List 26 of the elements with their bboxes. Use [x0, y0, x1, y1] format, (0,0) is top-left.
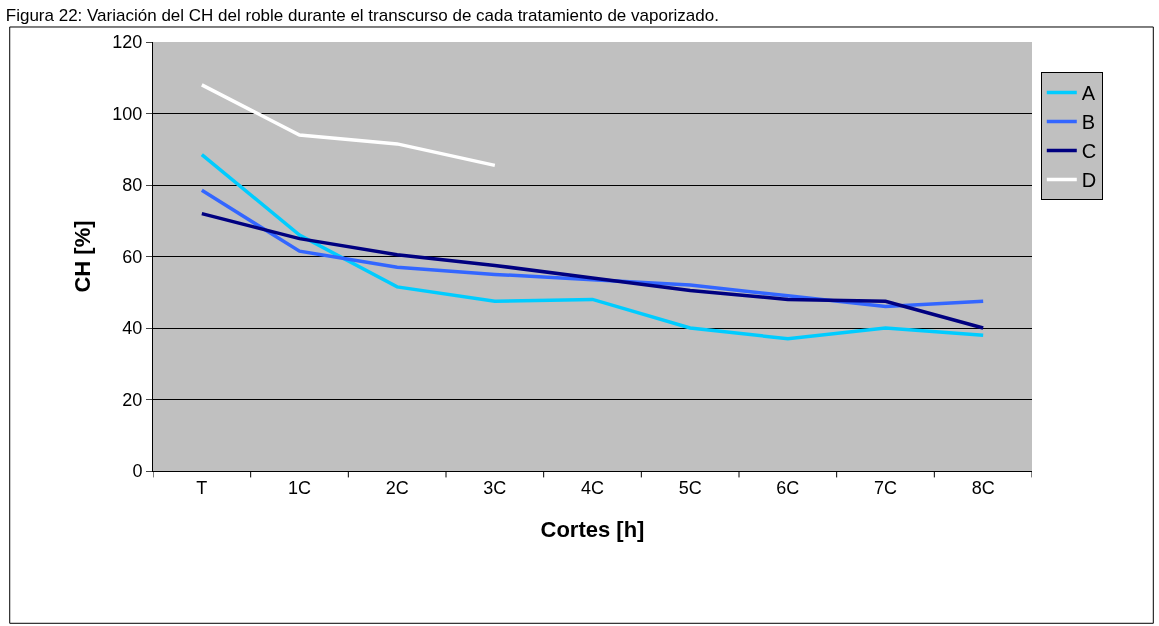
legend-label: A [1081, 82, 1096, 105]
x-axis-title: Cortes [h] [540, 517, 645, 543]
y-tick-label: 80 [122, 175, 143, 196]
y-tick-label: 120 [112, 32, 143, 53]
x-tick-label: 3C [483, 477, 507, 498]
x-tick-label: 6C [776, 477, 800, 498]
x-tick-label: 5C [678, 477, 702, 498]
y-tick-label: 60 [122, 246, 143, 267]
x-tick-label: 4C [580, 477, 605, 498]
legend-label: B [1081, 111, 1096, 134]
y-tick-label: 100 [112, 103, 143, 124]
legend-label: C [1081, 140, 1097, 163]
x-tick-label: 8C [971, 477, 995, 498]
y-tick-label: 40 [122, 318, 143, 339]
chart-title: Figura 22: Variación del CH del roble durante el transcurso de cada tratamiento de vaporizado. [5, 6, 719, 26]
legend-label: D [1081, 169, 1097, 192]
line-series [200, 152, 985, 341]
x-tick-label: 7C [873, 477, 898, 498]
line-series [200, 83, 497, 168]
x-tick-label: T [196, 477, 208, 498]
x-tick-label: 1C [287, 477, 312, 498]
y-tick-label: 0 [132, 461, 143, 482]
line-series [200, 211, 985, 330]
y-axis-title: CH [%] [70, 220, 96, 293]
x-tick-label: 2C [385, 477, 409, 498]
y-tick-label: 20 [122, 389, 143, 410]
